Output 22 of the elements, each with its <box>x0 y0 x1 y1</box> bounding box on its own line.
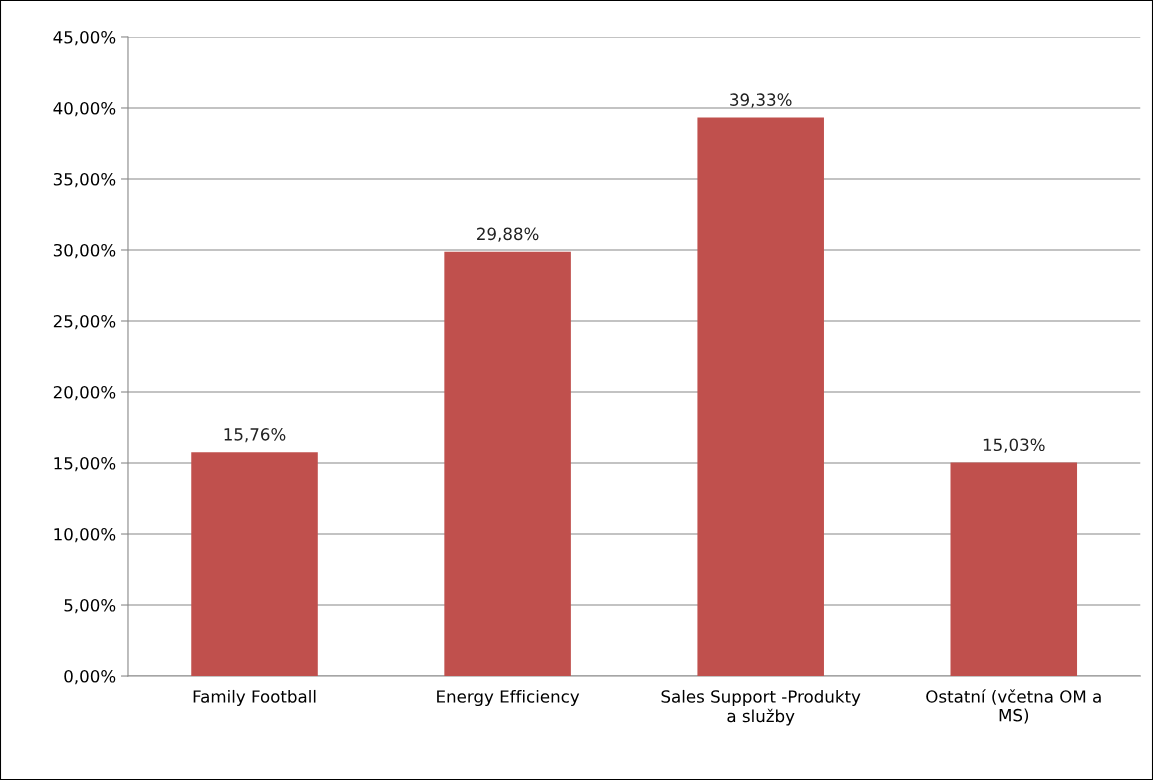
x-tick-label: Sales Support -Produkty a služby <box>661 689 861 726</box>
y-tick-label: 20,00% <box>53 385 116 401</box>
x-tick-label: Ostatní (včetna OM a MS) <box>926 689 1101 724</box>
y-tick-label: 45,00% <box>53 30 116 46</box>
y-tick-label: 10,00% <box>54 527 116 543</box>
y-tick-label: 15,00% <box>54 456 116 472</box>
data-label: 29,88% <box>477 227 539 242</box>
bar <box>950 462 1078 677</box>
bar <box>191 452 318 677</box>
y-tick-label: 30,00% <box>53 243 116 259</box>
y-tick-label: 35,00% <box>53 172 116 188</box>
x-tick-label: Energy Efficiency <box>437 689 580 707</box>
bar <box>697 117 824 677</box>
y-tick-label: 0,00% <box>64 669 116 685</box>
data-label: 39,33% <box>730 93 792 108</box>
bar <box>444 251 571 677</box>
data-label: 15,76% <box>224 428 286 443</box>
data-label: 15,03% <box>983 438 1045 453</box>
y-tick-label: 40,00% <box>53 101 116 117</box>
y-tick-label: 5,00% <box>64 598 116 614</box>
x-tick-label: Family Football <box>193 689 316 707</box>
y-tick-label: 25,00% <box>53 314 116 330</box>
